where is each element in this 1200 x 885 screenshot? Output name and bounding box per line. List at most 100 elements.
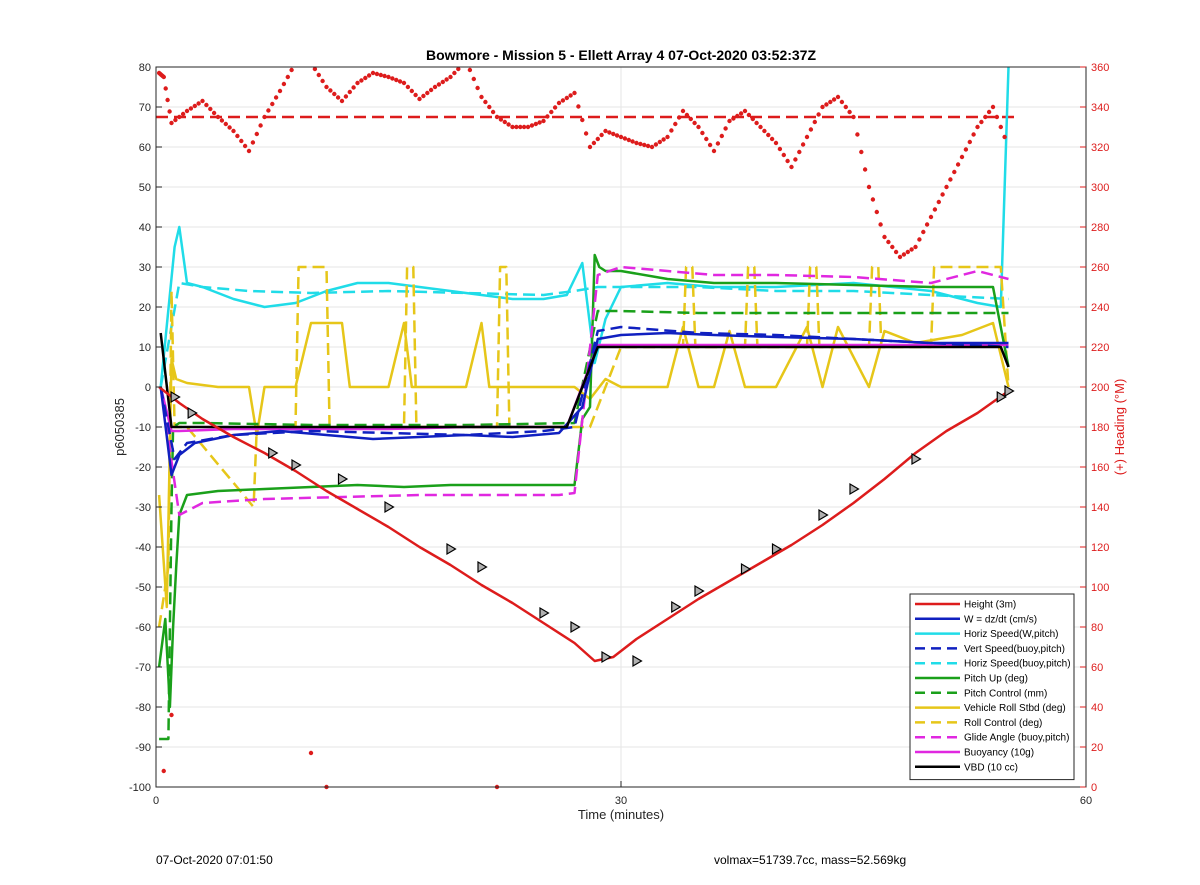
heading-point — [494, 114, 500, 120]
heading-point — [990, 104, 996, 110]
heading-point — [215, 114, 221, 120]
heading-point — [386, 74, 391, 80]
heading-point — [572, 90, 577, 96]
heading-point — [192, 103, 197, 109]
heading-point — [769, 136, 775, 142]
heading-point — [583, 131, 589, 136]
heading-point — [959, 154, 965, 160]
legend-label: Buoyancy (10g) — [964, 748, 1034, 759]
heading-point — [184, 108, 190, 114]
heading-point — [866, 184, 872, 190]
heading-point — [878, 222, 883, 227]
height-marker — [849, 482, 860, 496]
heading-point — [649, 144, 655, 150]
heading-point — [715, 141, 721, 146]
series-line-vehicle-roll-stbd-deg — [157, 321, 1010, 609]
heading-point — [328, 88, 333, 93]
legend-label: Glide Angle (buoy,pitch) — [964, 733, 1069, 744]
right-tick-label: 240 — [1091, 302, 1109, 314]
legend-box — [909, 593, 1075, 781]
heading-point — [417, 96, 422, 102]
heading-point — [552, 105, 558, 110]
heading-point — [707, 142, 713, 148]
heading-point — [692, 120, 697, 126]
heading-point — [998, 124, 1003, 130]
heading-point — [789, 164, 794, 170]
right-tick-label: 260 — [1091, 262, 1109, 274]
heading-point — [642, 142, 647, 148]
heading-point — [971, 132, 976, 137]
footer-timestamp: 07-Oct-2020 07:01:50 — [156, 853, 273, 867]
heading-point — [483, 99, 488, 105]
height-marker — [187, 406, 198, 420]
heading-point — [839, 99, 845, 105]
heading-point — [487, 104, 492, 110]
left-tick-label: 0 — [145, 382, 151, 394]
heading-point — [874, 209, 879, 215]
heading-point — [258, 123, 263, 128]
legend-label: Roll Control (deg) — [964, 718, 1042, 729]
right-tick-label: 340 — [1091, 102, 1109, 114]
height-marker — [740, 562, 752, 576]
height-markers — [170, 384, 1015, 668]
x-axis-label: Time (minutes) — [578, 807, 664, 822]
legend-label: Pitch Control (mm) — [964, 688, 1047, 699]
legend-label: Vehicle Roll Stbd (deg) — [964, 703, 1066, 714]
x-tick-label: 30 — [615, 795, 627, 807]
left-tick-label: 70 — [139, 102, 151, 114]
heading-point — [804, 134, 810, 140]
left-tick-label: 40 — [139, 222, 151, 234]
x-tick-label: 60 — [1080, 795, 1092, 807]
heading-point — [847, 109, 852, 115]
heading-point — [607, 130, 612, 135]
heading-point — [603, 128, 608, 134]
heading-point — [797, 149, 802, 155]
heading-point — [560, 98, 566, 103]
heading-point — [576, 104, 581, 109]
heading-point — [502, 119, 507, 125]
left-tick-label: -40 — [135, 542, 151, 554]
left-tick-label: -50 — [135, 582, 151, 594]
heading-point — [529, 123, 535, 128]
heading-point — [335, 95, 341, 100]
heading-point — [196, 101, 201, 106]
heading-point — [890, 244, 895, 250]
series-line-height-3m — [158, 386, 1010, 663]
series-line-horiz-speed-w-pitch — [159, 66, 1010, 388]
heading-point — [622, 136, 628, 141]
heading-point — [994, 114, 1000, 120]
heading-point — [773, 140, 779, 146]
heading-point — [657, 139, 662, 145]
heading-point — [204, 102, 209, 108]
heading-point — [479, 94, 484, 100]
heading-point — [645, 143, 651, 149]
heading-point — [746, 112, 752, 118]
heading-point — [436, 82, 442, 87]
y-axis-label-right: (+) Heading (°M) — [1112, 379, 1127, 476]
height-marker — [818, 508, 829, 522]
height-marker — [771, 542, 783, 556]
heading-point — [188, 106, 194, 111]
y-axis-label-left: p6050385 — [112, 398, 127, 456]
right-tick-label: 320 — [1091, 142, 1109, 154]
height-marker — [601, 650, 612, 664]
heading-point — [963, 147, 969, 152]
left-tick-label: -60 — [135, 622, 151, 634]
heading-point — [684, 112, 690, 118]
right-tick-label: 300 — [1091, 182, 1109, 194]
height-marker — [694, 584, 705, 598]
heading-point — [820, 104, 825, 110]
heading-point — [719, 133, 724, 139]
left-tick-label: -20 — [135, 462, 151, 474]
heading-point — [467, 67, 473, 73]
right-tick-label: 60 — [1091, 662, 1103, 674]
heading-point — [169, 120, 174, 126]
heading-point — [762, 128, 767, 134]
heading-point — [452, 70, 457, 76]
heading-point — [177, 114, 182, 120]
heading-point — [750, 116, 755, 122]
heading-point — [510, 124, 515, 130]
heading-point — [448, 74, 453, 80]
heading-point — [595, 136, 600, 142]
heading-point — [711, 148, 717, 154]
